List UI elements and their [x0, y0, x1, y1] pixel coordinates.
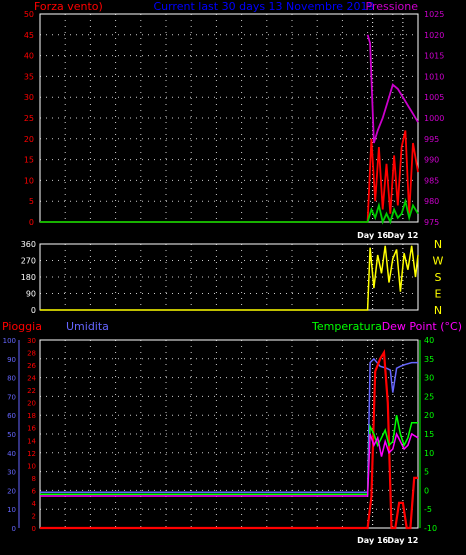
humidity-tick-label: 60: [7, 412, 16, 420]
rain-series-line: [40, 348, 418, 530]
rain-tick-label: 12: [27, 450, 36, 458]
rain-tick-label: 6: [32, 487, 37, 495]
humidity-series-line: [40, 357, 418, 494]
temperature-axis-title: Temperatura: [311, 320, 382, 333]
dewpoint-series-line: [40, 431, 419, 497]
temperature-tick-label: 25: [424, 392, 434, 401]
compass-label: N: [434, 304, 442, 317]
temperature-tick-label: 10: [424, 449, 434, 458]
humidity-tick-label: 10: [7, 506, 16, 514]
left-tick-label: 50: [24, 10, 34, 19]
dewpoint-axis-title: Dew Point (°C): [382, 320, 462, 333]
humidity-axis-title: Umidita: [66, 320, 109, 333]
rain-tick-label: 26: [27, 362, 36, 370]
left-axis-title: Forza vento): [34, 0, 103, 13]
temperature-tick-label: 30: [424, 374, 434, 383]
left-tick-label: 270: [21, 257, 36, 266]
right-axis-title: Pressione: [366, 0, 419, 13]
right-tick-label: 1010: [424, 72, 444, 81]
temperature-tick-label: 0: [424, 486, 429, 495]
left-tick-label: 20: [24, 135, 34, 144]
left-tick-label: 90: [26, 290, 36, 299]
direction-series-line: [40, 245, 419, 311]
right-tick-label: 1005: [424, 93, 444, 102]
left-tick-label: 25: [24, 114, 34, 123]
humidity-tick-label: 90: [7, 356, 16, 364]
compass-label: W: [433, 255, 444, 268]
right-tick-label: 980: [424, 197, 439, 206]
day-label: Day 12: [387, 231, 418, 240]
compass-label: N: [434, 238, 442, 251]
right-tick-label: 975: [424, 218, 439, 227]
humidity-tick-label: 80: [7, 375, 16, 383]
pressure-series-line: [366, 34, 419, 144]
day-label: Day 16: [357, 536, 388, 545]
temperature-series-line: [40, 415, 418, 495]
humidity-tick-label: 20: [7, 487, 16, 495]
temperature-tick-label: -5: [424, 505, 432, 514]
rain-tick-label: 0: [32, 525, 36, 533]
temperature-tick-label: 35: [424, 355, 434, 364]
humidity-tick-label: 100: [3, 337, 16, 345]
temperature-tick-label: 15: [424, 430, 434, 439]
humidity-tick-label: 50: [7, 431, 16, 439]
chart-title: Current last 30 days 13 Novembre 2019: [153, 0, 374, 13]
rain-axis-title: Pioggia: [2, 320, 42, 333]
rain-humidity-temperature-panel: 0102030405060708090100024681012141618202…: [2, 320, 462, 545]
left-tick-label: 5: [29, 197, 34, 206]
compass-label: E: [435, 288, 442, 301]
left-tick-label: 0: [29, 218, 34, 227]
left-tick-label: 10: [24, 176, 34, 185]
day-label: Day 16: [357, 231, 388, 240]
humidity-tick-label: 30: [7, 469, 16, 477]
left-tick-label: 180: [21, 273, 36, 282]
rain-tick-label: 4: [32, 500, 37, 508]
rain-tick-label: 28: [27, 350, 36, 358]
right-tick-label: 985: [424, 176, 439, 185]
right-tick-label: 1020: [424, 31, 444, 40]
rain-tick-label: 14: [27, 437, 36, 445]
temperature-tick-label: 40: [424, 336, 434, 345]
humidity-tick-label: 0: [12, 525, 16, 533]
left-tick-label: 35: [24, 72, 34, 81]
temperature-tick-label: 5: [424, 468, 429, 477]
left-tick-label: 15: [24, 156, 34, 165]
left-tick-label: 360: [21, 240, 36, 249]
left-tick-label: 40: [24, 52, 34, 61]
temperature-tick-label: -10: [424, 524, 437, 533]
compass-label: S: [435, 271, 442, 284]
rain-tick-label: 8: [32, 475, 36, 483]
wind-series-line: [40, 130, 419, 223]
right-tick-label: 1025: [424, 10, 444, 19]
temperature-tick-label: 20: [424, 411, 434, 420]
left-tick-label: 30: [24, 93, 34, 102]
rain-tick-label: 30: [27, 337, 36, 345]
humidity-tick-label: 70: [7, 393, 16, 401]
rain-tick-label: 10: [27, 462, 36, 470]
rain-tick-label: 2: [32, 512, 36, 520]
humidity-tick-label: 40: [7, 450, 16, 458]
rain-tick-label: 20: [27, 400, 36, 408]
right-tick-label: 995: [424, 135, 439, 144]
rain-tick-label: 24: [27, 375, 36, 383]
gust-series-line: [40, 197, 419, 225]
right-tick-label: 1000: [424, 114, 444, 123]
day-label: Day 12: [387, 536, 418, 545]
rain-tick-label: 18: [27, 412, 36, 420]
plot-frame: [39, 339, 419, 529]
right-tick-label: 1015: [424, 52, 444, 61]
left-tick-label: 0: [31, 306, 36, 315]
plot-frame: [39, 243, 419, 311]
rain-tick-label: 16: [27, 425, 36, 433]
rain-tick-label: 22: [27, 387, 36, 395]
left-tick-label: 45: [24, 31, 34, 40]
right-tick-label: 990: [424, 156, 439, 165]
wind-pressure-panel: 0510152025303540455097598098599099510001…: [24, 0, 445, 240]
plot-frame: [39, 13, 419, 223]
